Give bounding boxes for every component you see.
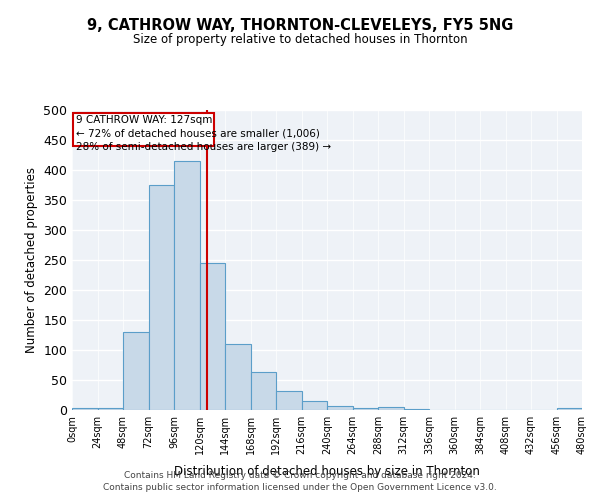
Bar <box>97 408 123 410</box>
FancyBboxPatch shape <box>73 113 214 146</box>
Bar <box>353 408 378 410</box>
Bar <box>378 407 404 410</box>
Bar <box>276 391 302 410</box>
Text: 28% of semi-detached houses are larger (389) →: 28% of semi-detached houses are larger (… <box>76 142 331 152</box>
Bar <box>199 263 225 410</box>
Bar <box>174 161 199 410</box>
Y-axis label: Number of detached properties: Number of detached properties <box>25 167 38 353</box>
Bar <box>123 332 149 410</box>
Bar <box>149 185 174 410</box>
Text: 9 CATHROW WAY: 127sqm: 9 CATHROW WAY: 127sqm <box>76 116 212 126</box>
Text: 9, CATHROW WAY, THORNTON-CLEVELEYS, FY5 5NG: 9, CATHROW WAY, THORNTON-CLEVELEYS, FY5 … <box>87 18 513 32</box>
Text: Contains HM Land Registry data © Crown copyright and database right 2024.: Contains HM Land Registry data © Crown c… <box>124 471 476 480</box>
Bar <box>72 408 97 410</box>
Bar <box>225 344 251 410</box>
Bar <box>251 372 276 410</box>
Text: Size of property relative to detached houses in Thornton: Size of property relative to detached ho… <box>133 32 467 46</box>
X-axis label: Distribution of detached houses by size in Thornton: Distribution of detached houses by size … <box>174 465 480 478</box>
Bar <box>404 409 429 410</box>
Bar <box>557 408 582 410</box>
Bar <box>327 406 353 410</box>
Text: ← 72% of detached houses are smaller (1,006): ← 72% of detached houses are smaller (1,… <box>76 129 319 139</box>
Bar <box>302 401 327 410</box>
Text: Contains public sector information licensed under the Open Government Licence v3: Contains public sector information licen… <box>103 484 497 492</box>
